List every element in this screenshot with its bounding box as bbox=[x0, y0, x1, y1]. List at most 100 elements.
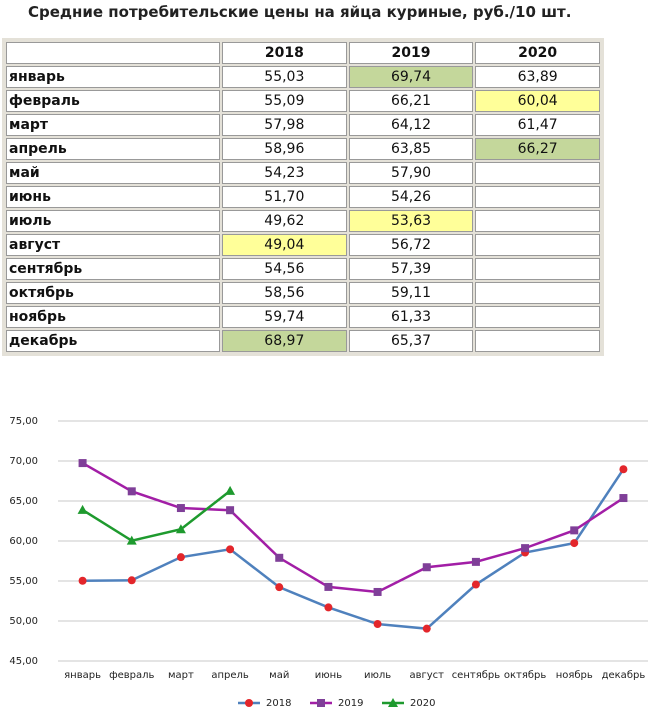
marker bbox=[176, 504, 185, 513]
table-cell: 59,11 bbox=[348, 282, 474, 304]
table-row: февраль 55,09 66,21 60,04 bbox=[6, 90, 600, 112]
marker bbox=[226, 506, 235, 515]
marker bbox=[78, 459, 87, 468]
table-cell: 54,23 bbox=[222, 162, 347, 184]
table-cell: октябрь bbox=[6, 282, 220, 304]
table-cell: апрель bbox=[6, 138, 220, 160]
x-tick-label: декабрь bbox=[602, 670, 646, 681]
table-cell bbox=[475, 258, 600, 280]
y-tick-label: 55,00 bbox=[9, 576, 38, 587]
legend-label: 2018 bbox=[266, 698, 291, 709]
marker bbox=[175, 524, 186, 534]
table-row: октябрь 58,56 59,11 bbox=[6, 282, 600, 304]
marker bbox=[619, 465, 628, 474]
marker bbox=[471, 580, 480, 589]
marker bbox=[570, 526, 579, 535]
y-tick-label: 60,00 bbox=[9, 536, 38, 547]
marker bbox=[324, 603, 333, 612]
x-tick-label: май bbox=[269, 670, 289, 681]
y-tick-label: 50,00 bbox=[9, 616, 38, 627]
x-tick-label: июль bbox=[364, 670, 391, 681]
table-cell bbox=[475, 234, 600, 256]
table-cell: март bbox=[6, 114, 220, 136]
table-cell: 55,03 bbox=[222, 66, 347, 88]
y-tick-label: 75,00 bbox=[9, 416, 38, 427]
table-cell: 69,74 bbox=[348, 66, 474, 88]
x-tick-label: сентябрь bbox=[452, 670, 501, 681]
marker bbox=[619, 494, 628, 503]
marker bbox=[317, 699, 325, 707]
table-cell: 49,62 bbox=[222, 210, 347, 232]
marker bbox=[388, 698, 398, 707]
marker bbox=[275, 553, 284, 562]
x-tick-label: январь bbox=[64, 670, 101, 681]
table-cell: 64,12 bbox=[348, 114, 474, 136]
table-cell: 56,72 bbox=[348, 234, 474, 256]
table-row: 2018 2019 2020 bbox=[6, 42, 600, 64]
table-cell: 63,89 bbox=[475, 66, 600, 88]
table-cell: 54,26 bbox=[348, 186, 474, 208]
marker bbox=[373, 587, 382, 596]
table-cell: 58,56 bbox=[222, 282, 347, 304]
table-title: Средние потребительские цены на яйца кур… bbox=[28, 3, 572, 21]
table-cell: август bbox=[6, 234, 220, 256]
marker bbox=[570, 539, 579, 548]
table-cell: 55,09 bbox=[222, 90, 347, 112]
marker bbox=[78, 576, 87, 585]
table-cell: 59,74 bbox=[222, 306, 347, 328]
x-tick-label: февраль bbox=[109, 670, 154, 681]
x-tick-label: июнь bbox=[315, 670, 342, 681]
legend-label: 2019 bbox=[338, 698, 363, 709]
table-cell bbox=[475, 210, 600, 232]
marker bbox=[176, 553, 185, 562]
marker bbox=[127, 487, 136, 496]
marker bbox=[245, 699, 253, 707]
marker bbox=[471, 557, 480, 566]
table-cell: ноябрь bbox=[6, 306, 220, 328]
table-cell bbox=[6, 42, 220, 64]
y-tick-label: 45,00 bbox=[9, 656, 38, 667]
table-cell bbox=[475, 186, 600, 208]
y-tick-label: 70,00 bbox=[9, 456, 38, 467]
table-cell: июль bbox=[6, 210, 220, 232]
table-row: ноябрь 59,74 61,33 bbox=[6, 306, 600, 328]
x-tick-label: октябрь bbox=[504, 670, 547, 681]
table-row: апрель 58,96 63,85 66,27 bbox=[6, 138, 600, 160]
table-cell: 66,27 bbox=[475, 138, 600, 160]
marker bbox=[226, 545, 235, 554]
marker bbox=[77, 504, 88, 514]
table-cell: 66,21 bbox=[348, 90, 474, 112]
table-cell: 51,70 bbox=[222, 186, 347, 208]
table-cell: 61,47 bbox=[475, 114, 600, 136]
table-cell: 2018 bbox=[222, 42, 347, 64]
x-tick-label: март bbox=[168, 670, 194, 681]
table-cell: май bbox=[6, 162, 220, 184]
table-cell: 65,37 bbox=[348, 330, 474, 352]
table-row: май 54,23 57,90 bbox=[6, 162, 600, 184]
table-cell: 61,33 bbox=[348, 306, 474, 328]
table-cell: сентябрь bbox=[6, 258, 220, 280]
table-cell: 68,97 bbox=[222, 330, 347, 352]
x-tick-label: август bbox=[409, 670, 444, 681]
table-cell bbox=[475, 306, 600, 328]
table-row: январь 55,03 69,74 63,89 bbox=[6, 66, 600, 88]
y-tick-label: 65,00 bbox=[9, 496, 38, 507]
table-row: июнь 51,70 54,26 bbox=[6, 186, 600, 208]
marker bbox=[275, 583, 284, 592]
marker bbox=[422, 624, 431, 633]
table-cell: январь bbox=[6, 66, 220, 88]
table-row: март 57,98 64,12 61,47 bbox=[6, 114, 600, 136]
series-line bbox=[82, 468, 625, 630]
table-cell bbox=[475, 330, 600, 352]
table-cell: 63,85 bbox=[348, 138, 474, 160]
table-cell: февраль bbox=[6, 90, 220, 112]
table-cell: 58,96 bbox=[222, 138, 347, 160]
legend-label: 2020 bbox=[410, 698, 435, 709]
table-frame: 2018 2019 2020 январь 55,03 69,74 63,89 февраль… bbox=[2, 38, 604, 356]
marker bbox=[127, 576, 136, 585]
table-cell: декабрь bbox=[6, 330, 220, 352]
table-row: июль 49,62 53,63 bbox=[6, 210, 600, 232]
table-cell: июнь bbox=[6, 186, 220, 208]
table-cell: 2020 bbox=[475, 42, 600, 64]
series-line bbox=[81, 489, 231, 543]
